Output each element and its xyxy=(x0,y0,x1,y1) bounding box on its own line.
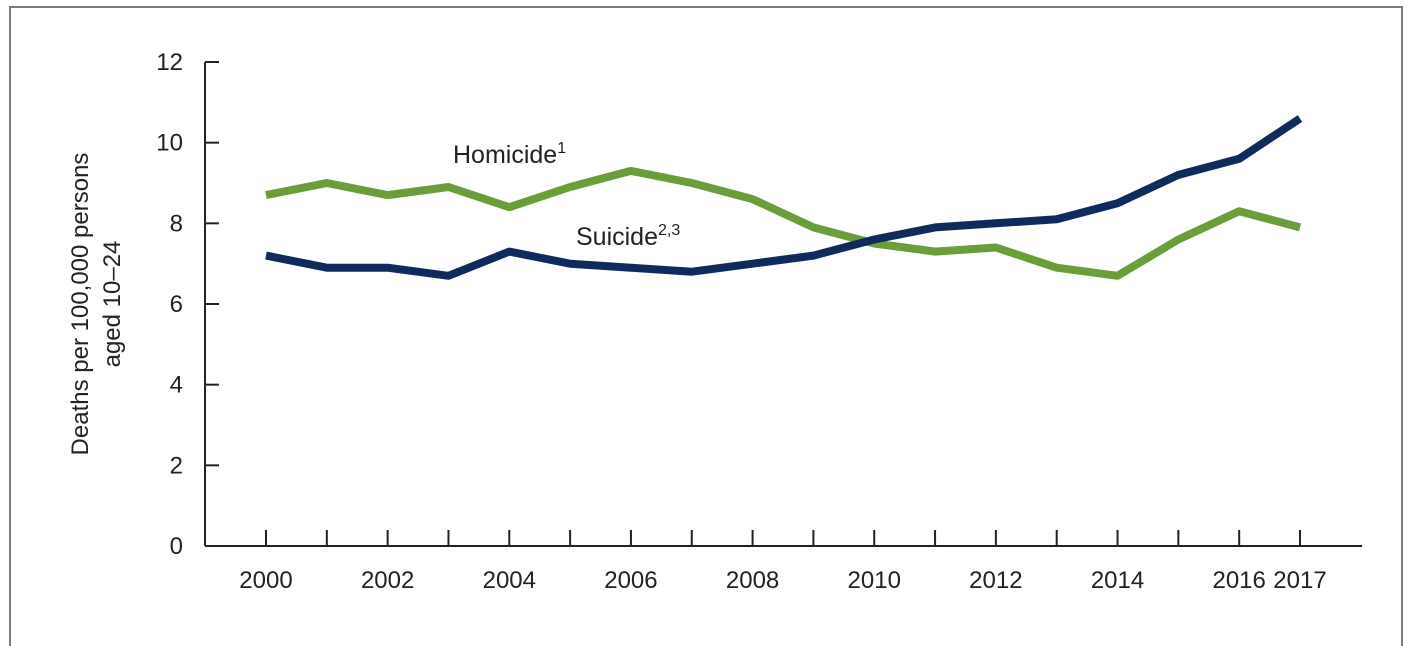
series-line-suicide xyxy=(266,119,1300,276)
y-tick-label: 4 xyxy=(170,372,183,399)
y-tick-label: 6 xyxy=(170,291,183,318)
x-tick-label: 2010 xyxy=(848,567,901,594)
x-tick-label: 2004 xyxy=(483,567,536,594)
x-tick-label: 2006 xyxy=(604,567,657,594)
series-label-homicide: Homicide1 xyxy=(453,140,566,169)
y-axis-title-line: aged 10–24 xyxy=(99,241,126,368)
x-tick-label: 2000 xyxy=(239,567,292,594)
series-label-superscript: 2,3 xyxy=(658,222,680,239)
series-label-superscript: 1 xyxy=(557,140,566,157)
y-tick-label: 12 xyxy=(156,49,183,76)
y-tick-label: 0 xyxy=(170,533,183,560)
series-label-name: Homicide xyxy=(453,141,557,169)
y-tick-label: 2 xyxy=(170,452,183,479)
y-axis-title: Deaths per 100,000 persons aged 10–24 xyxy=(67,153,126,456)
y-axis: 0 2 4 6 8 10 12 xyxy=(156,49,219,560)
x-tick-label: 2002 xyxy=(361,567,414,594)
x-tick-label: 2016 xyxy=(1212,567,1265,594)
y-axis-title-line: Deaths per 100,000 persons xyxy=(67,153,94,456)
y-tick-label: 8 xyxy=(170,210,183,237)
x-tick-label: 2017 xyxy=(1273,567,1326,594)
x-axis: 2000 2002 2004 2006 2008 2010 2012 2014 2016 2017 xyxy=(205,530,1362,594)
series-labels: Homicide1 Suicide2,3 xyxy=(453,140,680,251)
x-tick-label: 2012 xyxy=(969,567,1022,594)
x-tick-label: 2014 xyxy=(1091,567,1144,594)
x-tick-label: 2008 xyxy=(726,567,779,594)
series-layer xyxy=(266,119,1300,276)
series-label-suicide: Suicide2,3 xyxy=(576,222,680,251)
y-tick-label: 10 xyxy=(156,130,183,157)
series-label-name: Suicide xyxy=(576,223,658,251)
